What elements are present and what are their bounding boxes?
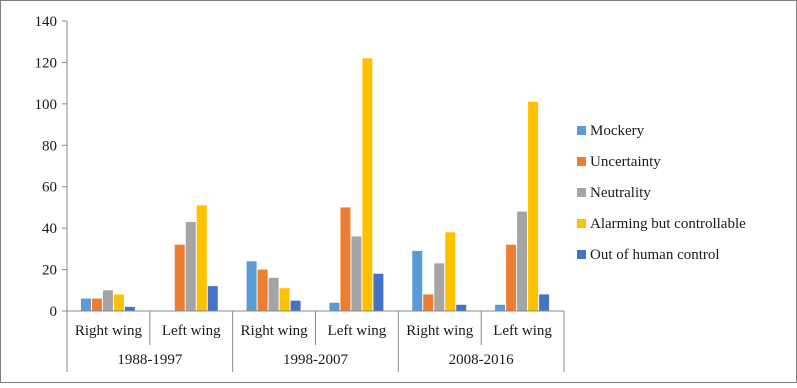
bar-neutrality [351, 236, 362, 311]
bar-alarming-but-controllable [113, 294, 124, 311]
legend-swatch [577, 157, 586, 166]
legend-swatch [577, 219, 586, 228]
y-tick-label: 80 [42, 138, 57, 154]
bar-out-of-human-control [373, 273, 384, 311]
bar-alarming-but-controllable [196, 205, 207, 311]
x-category-label: Right wing [406, 323, 474, 339]
bar-out-of-human-control [456, 304, 467, 311]
x-axis: Right wing Left wing Right wing Left wing Ri… [66, 310, 565, 372]
legend-swatch [577, 126, 586, 135]
y-tick-label: 20 [42, 263, 57, 279]
x-group-label: 1998-2007 [283, 352, 348, 368]
y-tick-label: 0 [50, 304, 58, 320]
y-tick-label: 120 [35, 55, 58, 71]
legend-swatch [577, 250, 586, 259]
bars [80, 58, 550, 312]
bar-out-of-human-control [207, 286, 218, 311]
bar-uncertainty [340, 207, 351, 311]
legend-swatch [577, 188, 586, 197]
legend-label: Uncertainty [590, 154, 661, 170]
y-tick-label: 60 [42, 180, 57, 196]
bar-out-of-human-control [124, 306, 135, 311]
bar-uncertainty [506, 244, 517, 311]
bar-neutrality [268, 277, 279, 311]
bar-mockery [246, 261, 257, 311]
bar-neutrality [434, 263, 445, 311]
bar-alarming-but-controllable [279, 288, 290, 311]
x-group-label: 2008-2016 [449, 352, 514, 368]
legend-label: Alarming but controllable [590, 216, 746, 232]
bar-uncertainty [91, 298, 102, 311]
bar-alarming-but-controllable [445, 232, 456, 311]
bar-uncertainty [423, 294, 434, 311]
y-tick-label: 100 [35, 97, 58, 113]
bar-alarming-but-controllable [528, 101, 539, 312]
x-category-label: Right wing [75, 323, 143, 339]
y-tick-label: 140 [35, 14, 58, 30]
y-axis: 0 20 40 60 80 100 120 140 [35, 14, 68, 320]
bar-uncertainty [257, 269, 268, 311]
legend-label: Mockery [590, 123, 645, 139]
legend-label: Neutrality [590, 185, 651, 201]
bar-neutrality [185, 221, 196, 311]
legend: Mockery Uncertainty Neutrality Alarming but… [577, 123, 746, 263]
bar-alarming-but-controllable [362, 58, 373, 312]
y-tick-label: 40 [42, 221, 57, 237]
bar-neutrality [102, 290, 113, 311]
bar-neutrality [517, 211, 528, 311]
x-group-label: 1988-1997 [117, 352, 182, 368]
bar-out-of-human-control [539, 294, 550, 311]
legend-label: Out of human control [590, 247, 720, 263]
bar-mockery [495, 304, 506, 311]
bar-mockery [329, 302, 340, 311]
x-category-label: Right wing [241, 323, 309, 339]
bar-uncertainty [174, 244, 185, 311]
bar-mockery [80, 298, 91, 311]
bar-mockery [412, 250, 423, 311]
bar-out-of-human-control [290, 300, 301, 311]
x-category-label: Left wing [493, 323, 552, 339]
x-category-label: Left wing [328, 323, 387, 339]
x-category-label: Left wing [162, 323, 221, 339]
